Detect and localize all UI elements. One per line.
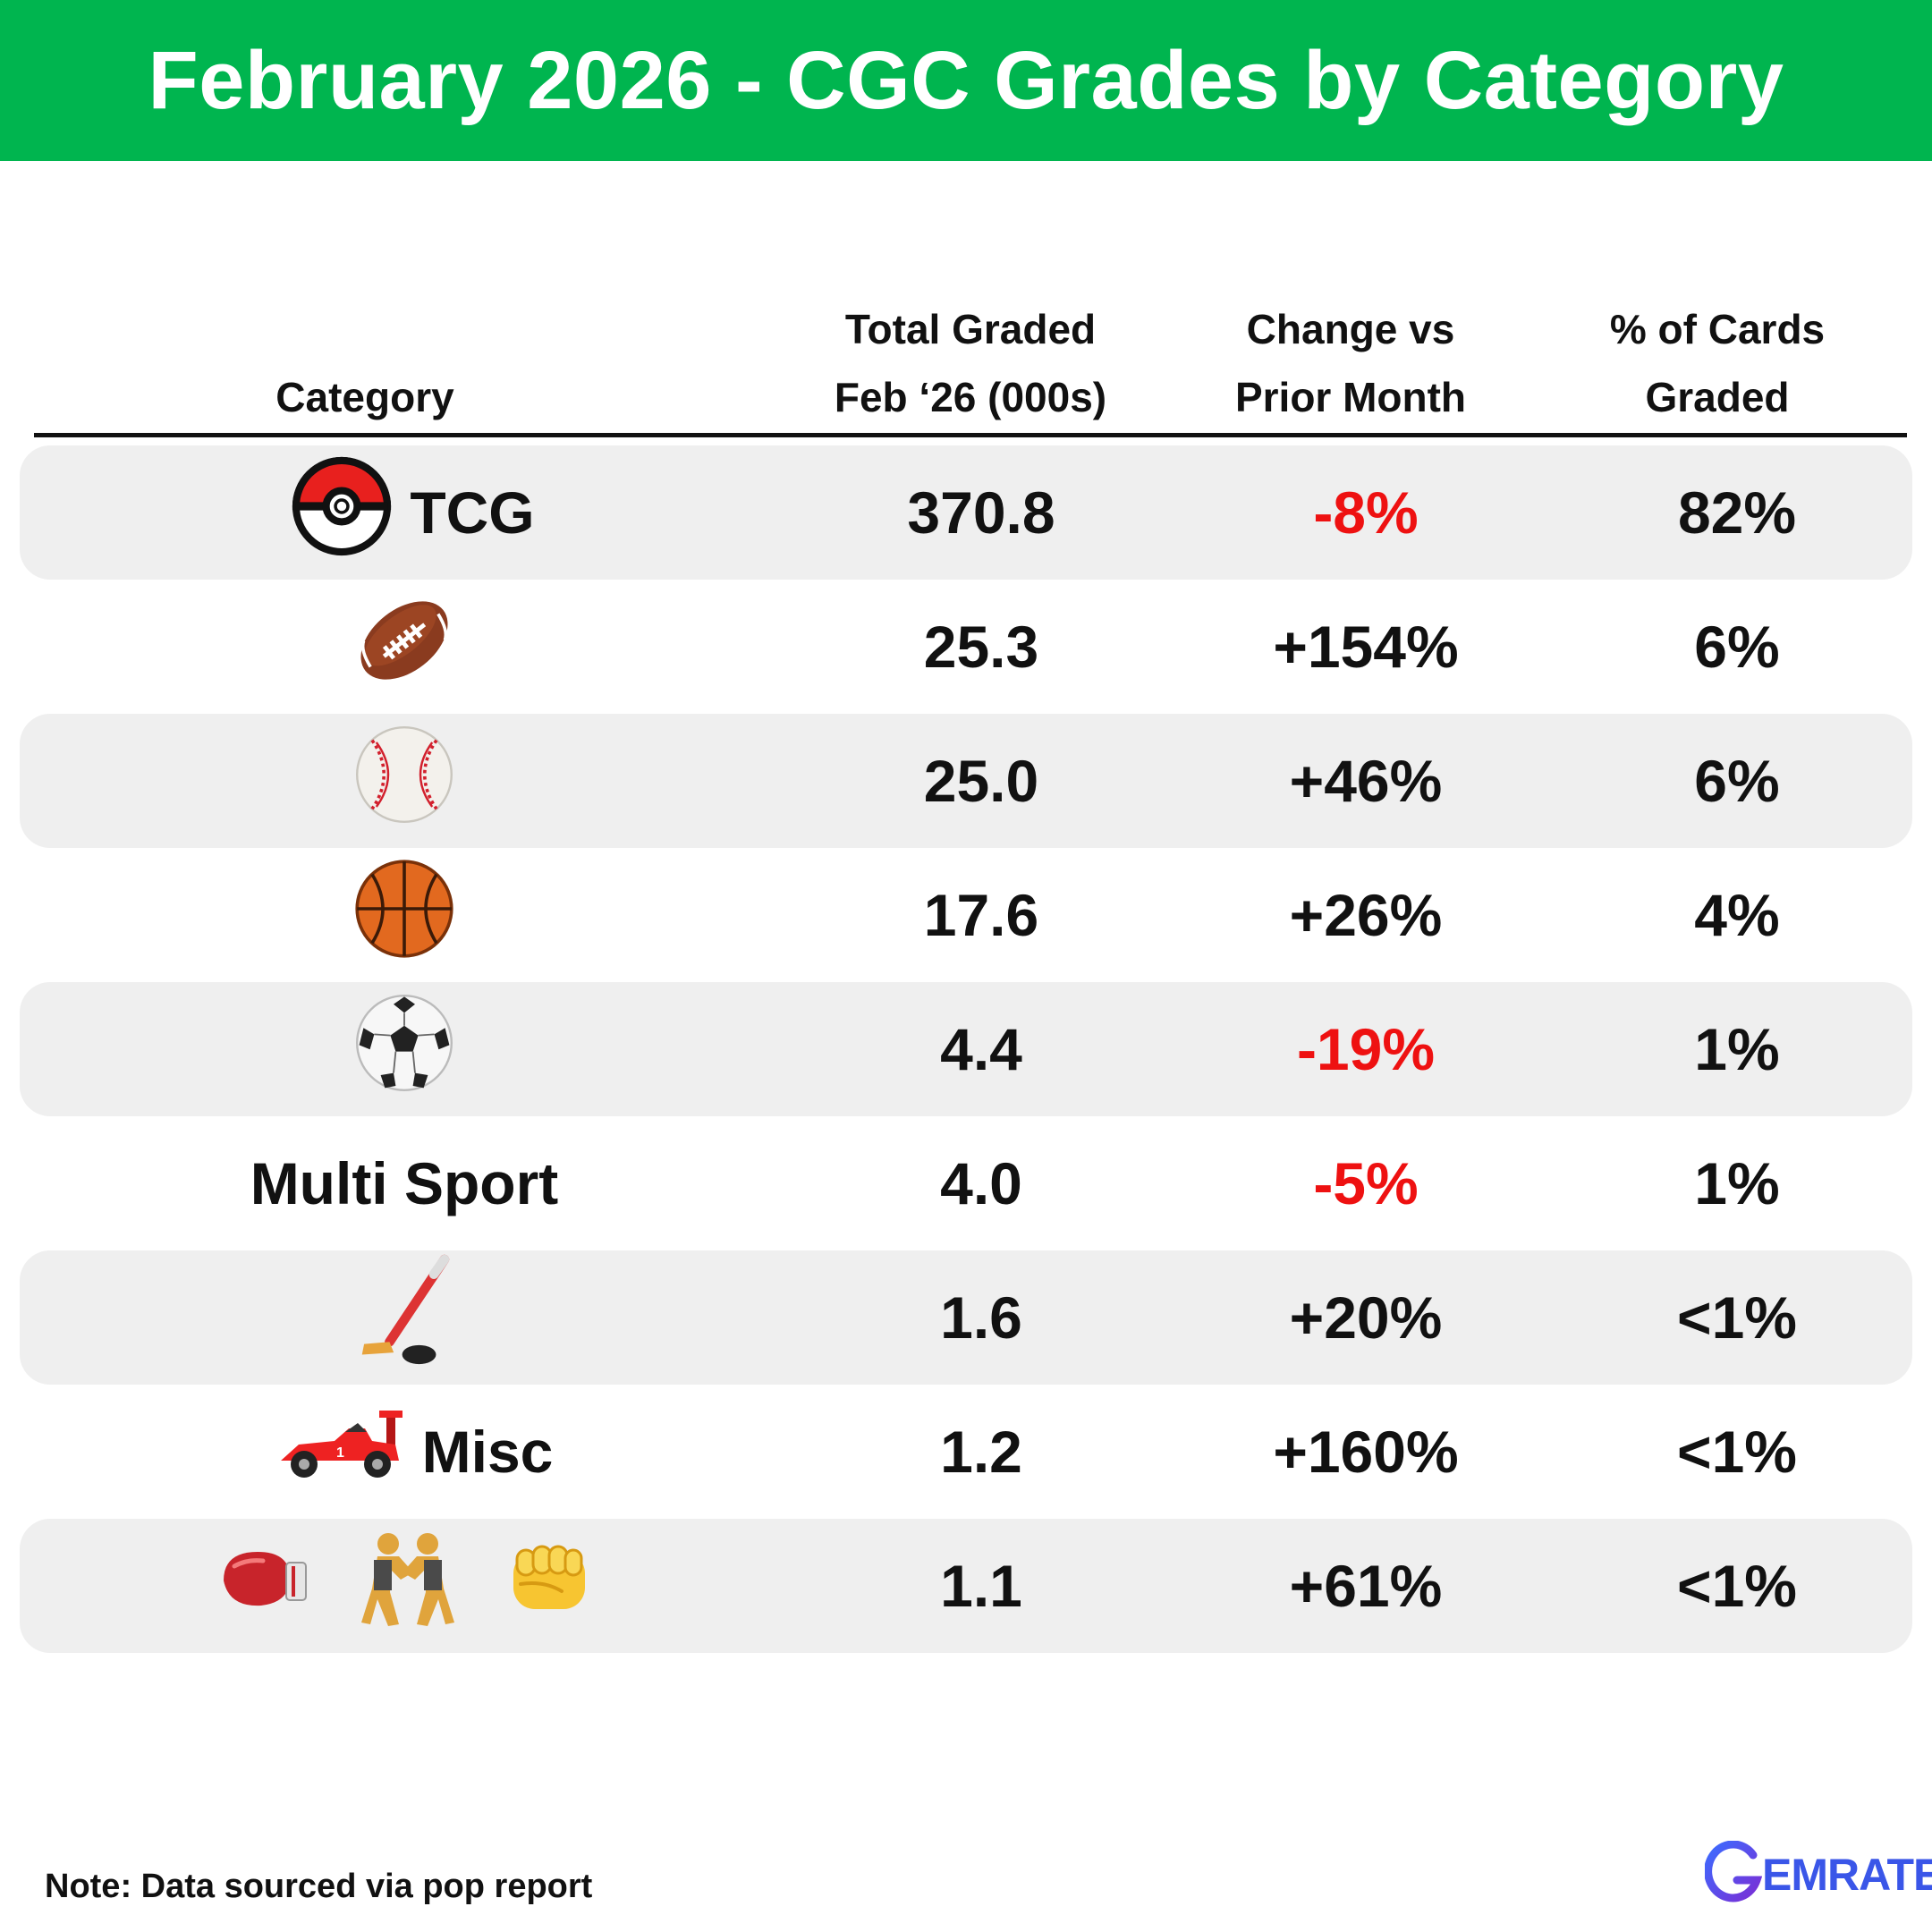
table-row: 4.4 -19% 1%: [20, 982, 1912, 1116]
race-car-icon: 1: [272, 1405, 406, 1499]
cell-pct-graded: 6%: [1694, 614, 1780, 680]
header-change: Change vs Prior Month: [1149, 295, 1552, 431]
category-label: Multi Sport: [250, 1150, 559, 1216]
cell-total-graded: 4.4: [940, 1016, 1022, 1082]
cell-category: [127, 848, 682, 982]
gemrate-g-logo-icon: [1705, 1841, 1762, 1902]
cell-pct-graded: <1%: [1677, 1553, 1797, 1619]
gemrate-logo: EMRATE: [1705, 1837, 1932, 1912]
table-row: 25.3 +154% 6%: [20, 580, 1912, 714]
cell-pct-graded: <1%: [1677, 1419, 1797, 1485]
footer-note: Note: Data sourced via pop report: [45, 1868, 593, 1905]
cell-change: +160%: [1273, 1419, 1459, 1485]
cell-category: TCG: [127, 445, 682, 580]
header-pct-line-1: % of Cards: [1609, 306, 1826, 352]
cell-total-graded: 1.6: [940, 1284, 1022, 1351]
wrestlers-icon: [351, 1526, 467, 1647]
table-row: 1.1 +61% <1%: [20, 1519, 1912, 1653]
category-label: TCG: [410, 479, 535, 546]
header-change-line-1: Change vs: [1246, 306, 1455, 352]
table-row: Multi Sport 4.0 -5% 1%: [20, 1116, 1912, 1250]
cell-pct-graded: 82%: [1677, 479, 1797, 546]
cell-change: +154%: [1273, 614, 1459, 680]
cell-category: [127, 1250, 682, 1385]
header-rule: [34, 433, 1907, 437]
cell-category: [127, 580, 682, 714]
header-pct: % of Cards Graded: [1521, 295, 1914, 431]
soccer-ball-icon: [351, 989, 458, 1110]
table-row: 17.6 +26% 4%: [20, 848, 1912, 982]
baseball-icon: [351, 721, 458, 842]
header-total-line-2: Feb ‘26 (000s): [834, 374, 1107, 420]
cell-change: -8%: [1313, 479, 1419, 546]
logo-text: EMRATE: [1762, 1850, 1932, 1900]
cell-category: [127, 982, 682, 1116]
cell-change: -5%: [1313, 1150, 1419, 1216]
cell-category: Multi Sport: [127, 1116, 682, 1250]
cell-change: -19%: [1296, 1016, 1436, 1082]
cell-category: [127, 1519, 682, 1653]
hockey-stick-icon: [351, 1253, 458, 1383]
cell-pct-graded: 1%: [1694, 1016, 1780, 1082]
table-row: 1.6 +20% <1%: [20, 1250, 1912, 1385]
header-total: Total Graded Feb ‘26 (000s): [769, 295, 1172, 431]
header-change-line-2: Prior Month: [1234, 374, 1467, 420]
cell-total-graded: 4.0: [940, 1150, 1022, 1216]
header-pct-line-2: Graded: [1645, 374, 1790, 420]
cell-total-graded: 25.0: [923, 748, 1039, 814]
cell-category: 1 Misc: [127, 1385, 682, 1519]
title-banner: February 2026 - CGC Grades by Category: [0, 0, 1932, 161]
cell-pct-graded: <1%: [1677, 1284, 1797, 1351]
cell-change: +26%: [1289, 882, 1443, 948]
cell-change: +20%: [1289, 1284, 1443, 1351]
cell-total-graded: 25.3: [923, 614, 1039, 680]
fist-icon: [499, 1530, 597, 1642]
header-category: Category: [186, 363, 544, 431]
header-total-line-1: Total Graded: [844, 306, 1097, 352]
table-row: TCG 370.8 -8% 82%: [20, 445, 1912, 580]
cell-pct-graded: 6%: [1694, 748, 1780, 814]
cell-total-graded: 1.2: [940, 1419, 1022, 1485]
cell-pct-graded: 4%: [1694, 882, 1780, 948]
cell-pct-graded: 1%: [1694, 1150, 1780, 1216]
svg-text:1: 1: [336, 1445, 344, 1461]
table-row: 1 Misc 1.2 +160% <1%: [20, 1385, 1912, 1519]
cell-change: +61%: [1289, 1553, 1443, 1619]
category-label: Misc: [421, 1419, 554, 1485]
cell-total-graded: 17.6: [923, 882, 1039, 948]
cell-change: +46%: [1289, 748, 1443, 814]
chart-title: February 2026 - CGC Grades by Category: [148, 34, 1784, 126]
cell-total-graded: 1.1: [940, 1553, 1022, 1619]
cell-total-graded: 370.8: [907, 479, 1055, 546]
header-category-line: Category: [275, 374, 454, 420]
boxing-glove-icon: [211, 1539, 318, 1633]
football-icon: [351, 587, 458, 708]
table-row: 25.0 +46% 6%: [20, 714, 1912, 848]
cell-category: [127, 714, 682, 848]
pokeball-icon: [290, 454, 394, 572]
basketball-icon: [351, 855, 458, 976]
